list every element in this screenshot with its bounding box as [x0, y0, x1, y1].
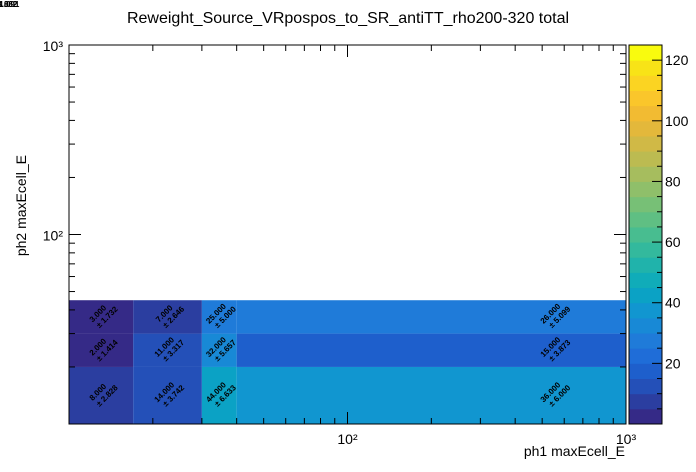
- cell-value-group: 78.000± 8.832: [0, 0, 18, 9]
- heatmap-cell: [201, 300, 237, 334]
- y-axis-label: ph2 maxEcell_E: [13, 155, 29, 256]
- cell-error-label: ± 8.062: [0, 0, 18, 9]
- cell-error-label: ± 11.091: [0, 0, 20, 9]
- color-bar-segment: [629, 181, 662, 198]
- heatmap-cell: [69, 300, 134, 334]
- color-bar-segment: [629, 166, 662, 182]
- color-bar-tick-label: 120: [665, 52, 689, 68]
- color-bar-segment: [629, 257, 662, 273]
- axes: 10² 10³ 10² 10³: [43, 38, 637, 447]
- color-bar-segment: [629, 317, 662, 334]
- x-tick-label: 10³: [616, 431, 637, 447]
- color-bar-frame: [628, 44, 663, 425]
- color-bar-segment: [629, 60, 662, 76]
- color-bar-tick-label: 60: [665, 234, 681, 250]
- y-tick-label: 10³: [43, 38, 64, 54]
- cell-error-label: ± 8.832: [0, 0, 18, 9]
- cell-value-group: 123.000± 11.091: [0, 0, 20, 9]
- heatmap-cell: [69, 333, 134, 367]
- color-bar-segment: [629, 272, 662, 289]
- color-bar-segment: [629, 408, 662, 425]
- color-bar-tick-label: 80: [665, 173, 681, 189]
- color-bar-segment: [629, 302, 662, 319]
- color-bar-segment: [629, 393, 662, 410]
- color-bar-segment: [629, 348, 662, 364]
- color-bar-tick-label: 20: [665, 355, 681, 371]
- color-bar-segment: [629, 363, 662, 380]
- heatmap-cell: [133, 300, 202, 334]
- color-bar-tick-label: 100: [665, 113, 689, 129]
- color-bar-segment: [629, 287, 662, 304]
- color-bar-segment: [629, 151, 662, 167]
- heatmap-cell: [201, 333, 237, 367]
- heatmap-cells: [69, 300, 626, 424]
- y-tick-label: 10²: [43, 228, 64, 244]
- color-bar-segment: [629, 211, 662, 228]
- color-bar-segment: [629, 90, 662, 107]
- color-bar-segment: [629, 135, 662, 152]
- heatmap-cell: [133, 366, 202, 424]
- heatmap-cell: [236, 366, 626, 424]
- heatmap-cell: [236, 300, 626, 334]
- color-bar-segment: [629, 105, 662, 122]
- chart-title: Reweight_Source_VRpospos_to_SR_antiTT_rh…: [127, 10, 569, 27]
- color-bar-tick-label: 40: [665, 295, 681, 311]
- color-bar-segment: [629, 226, 662, 243]
- heatmap-cell: [236, 333, 626, 367]
- x-tick-label: 10²: [337, 431, 358, 447]
- color-bar-segment: [629, 378, 662, 395]
- color-bar-segment: [629, 75, 662, 91]
- color-bar-segment: [629, 242, 662, 258]
- cell-value-group: 65.000± 8.062: [0, 0, 18, 9]
- color-bar-segment: [629, 333, 662, 349]
- x-axis-label: ph1 maxEcell_E: [524, 443, 625, 459]
- color-bar-segment: [629, 45, 662, 61]
- color-bar-segment: [629, 120, 662, 137]
- heatmap-cell: [69, 366, 134, 424]
- heatmap-cell: [133, 333, 202, 367]
- heatmap-cell: [201, 366, 237, 424]
- color-bar: 20 40 60 80 100 120: [628, 44, 689, 425]
- color-bar-segment: [629, 196, 662, 213]
